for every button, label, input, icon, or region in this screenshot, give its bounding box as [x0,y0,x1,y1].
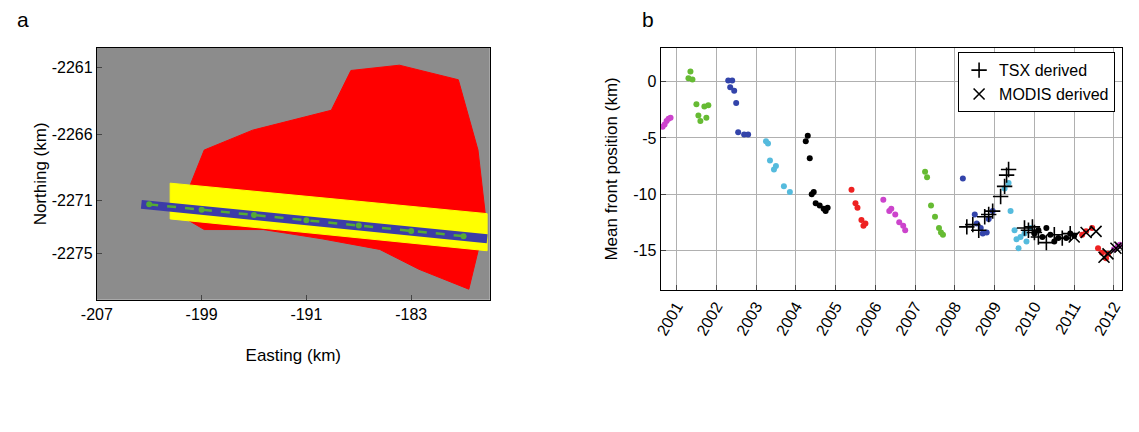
svg-text:2006: 2006 [852,299,885,338]
svg-text:-10: -10 [633,186,656,203]
svg-text:-2271: -2271 [52,192,93,209]
svg-text:-2261: -2261 [52,59,93,76]
svg-text:2005: 2005 [813,299,846,338]
svg-text:TSX derived: TSX derived [999,62,1087,79]
svg-text:-183: -183 [395,306,427,323]
svg-text:0: 0 [648,73,657,90]
svg-text:2009: 2009 [972,299,1005,338]
svg-text:2012: 2012 [1091,299,1124,338]
svg-text:2011: 2011 [1052,299,1084,337]
svg-text:a: a [17,8,29,31]
svg-text:2007: 2007 [892,299,925,338]
svg-text:-207: -207 [81,306,113,323]
svg-text:Easting (km): Easting (km) [246,346,341,365]
svg-text:-5: -5 [642,130,656,147]
svg-text:Mean front position (km): Mean front position (km) [602,77,621,260]
svg-text:MODIS derived: MODIS derived [999,86,1108,103]
svg-text:2010: 2010 [1011,299,1044,338]
svg-text:2008: 2008 [932,299,965,338]
svg-text:2004: 2004 [773,299,806,338]
svg-text:2003: 2003 [733,299,766,338]
svg-text:Northing (km): Northing (km) [31,122,50,225]
svg-text:-15: -15 [633,242,656,259]
svg-text:-191: -191 [290,306,322,323]
svg-text:-2275: -2275 [52,245,93,262]
svg-text:b: b [642,8,654,31]
svg-text:2001: 2001 [654,299,687,338]
svg-text:-199: -199 [186,306,218,323]
svg-text:-2266: -2266 [52,126,93,143]
svg-text:2002: 2002 [693,299,726,338]
